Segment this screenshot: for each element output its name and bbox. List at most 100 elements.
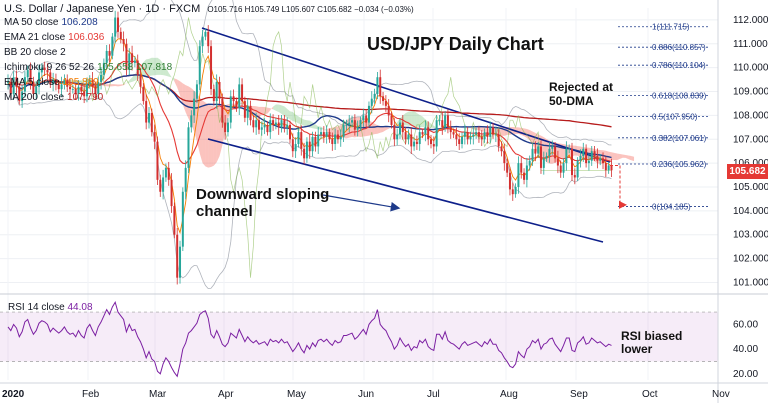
candle-body [66, 79, 69, 87]
cloud-segment [273, 104, 276, 111]
candle-body [311, 136, 314, 152]
candle-body [164, 167, 167, 178]
candle-body [506, 163, 509, 173]
candle-body [494, 134, 497, 136]
candle-body [469, 136, 472, 140]
candle-body [102, 62, 105, 75]
candle-body [531, 148, 534, 161]
legend-label: MA 200 close [4, 92, 65, 103]
candle-body [534, 148, 537, 154]
candle-body [7, 81, 9, 83]
cloud-segment [467, 127, 471, 129]
cloud-segment [120, 84, 124, 87]
legend-label: Ichimoku 9 26 52 26 [4, 62, 95, 73]
cloud-segment [402, 113, 406, 126]
cloud-segment [261, 106, 265, 115]
candle-body [77, 86, 80, 94]
candle-body [432, 144, 435, 147]
candle-body [610, 165, 613, 171]
candle-body [303, 148, 306, 159]
candle-body [43, 67, 46, 71]
candles [7, 10, 613, 285]
cloud-segment [301, 118, 305, 126]
candle-body [40, 67, 43, 73]
legend-item[interactable]: MA 50 close 106.208 [4, 17, 98, 28]
candle-body [167, 167, 170, 180]
cloud-segment [462, 128, 465, 130]
cloud-segment [476, 127, 479, 131]
legend-item[interactable]: MA 200 close 107.790 [4, 92, 103, 103]
candle-body [322, 132, 325, 137]
candle-body [325, 132, 328, 137]
candle-body [148, 113, 150, 123]
candle-body [430, 139, 432, 145]
candle-body [528, 160, 531, 166]
candle-body [221, 98, 224, 123]
price-tick-label: 104.000 [733, 206, 768, 217]
cloud-segment [543, 137, 547, 163]
cloud-segment [281, 105, 285, 116]
candle-body [384, 101, 387, 106]
legend-item[interactable]: EMA 5 close 105.889 [4, 77, 99, 88]
candle-body [91, 79, 94, 87]
candle-body [455, 134, 458, 140]
candle-body [257, 120, 260, 130]
grid [0, 8, 768, 380]
cloud-segment [318, 126, 322, 130]
cloud-segment [617, 153, 620, 161]
cloud-segment [622, 154, 626, 158]
candle-body [472, 134, 475, 137]
candle-body [489, 127, 492, 137]
cloud-segment [380, 125, 384, 133]
last-price-badge: 105.682 [727, 163, 768, 179]
candle-body [596, 155, 599, 161]
candle-body [179, 246, 182, 278]
candle-body [100, 74, 103, 82]
legend-value: 106.036 [68, 32, 105, 43]
candle-body [162, 177, 165, 192]
legend-value: 107.790 [67, 92, 104, 103]
cloud-segment [112, 84, 116, 87]
candle-body [441, 120, 444, 128]
candle-body [559, 165, 562, 173]
candle-body [255, 120, 258, 128]
cloud-segment [149, 57, 152, 77]
candle-body [29, 70, 32, 82]
candle-body [435, 120, 438, 147]
candle-body [413, 141, 416, 147]
candle-body [480, 136, 483, 140]
candle-body [291, 139, 294, 152]
candle-body [486, 132, 489, 137]
candle-body [317, 134, 320, 147]
candle-body [537, 146, 540, 154]
candle-body [159, 179, 162, 192]
cloud-segment [132, 74, 135, 82]
price-tick-label: 103.000 [733, 230, 768, 241]
legend-item[interactable]: BB 20 close 2 [4, 47, 69, 58]
cloud-segment [625, 154, 629, 160]
candle-body [514, 186, 517, 195]
cloud-segment [611, 152, 615, 161]
candle-body [353, 120, 356, 130]
candle-body [370, 98, 373, 106]
time-tick-label: Feb [82, 389, 100, 400]
rsi-pane [0, 300, 718, 378]
legend-item[interactable]: Ichimoku 9 26 52 26 105.658 107.818 [4, 62, 172, 73]
candle-body [71, 89, 74, 90]
candle-body [269, 120, 272, 133]
cloud-segment [388, 126, 392, 129]
candle-body [607, 165, 610, 171]
candle-body [277, 122, 280, 128]
cloud-segment [295, 114, 299, 124]
cloud-segment [72, 79, 76, 82]
candle-body [339, 136, 342, 140]
candle-body [562, 163, 565, 173]
cloud-segment [484, 127, 488, 134]
cloud-segment [408, 111, 412, 127]
candle-body [520, 163, 523, 173]
candle-body [444, 115, 447, 128]
legend-item[interactable]: EMA 21 close 106.036 [4, 32, 104, 43]
candle-body [156, 141, 159, 180]
candle-body [585, 148, 588, 164]
